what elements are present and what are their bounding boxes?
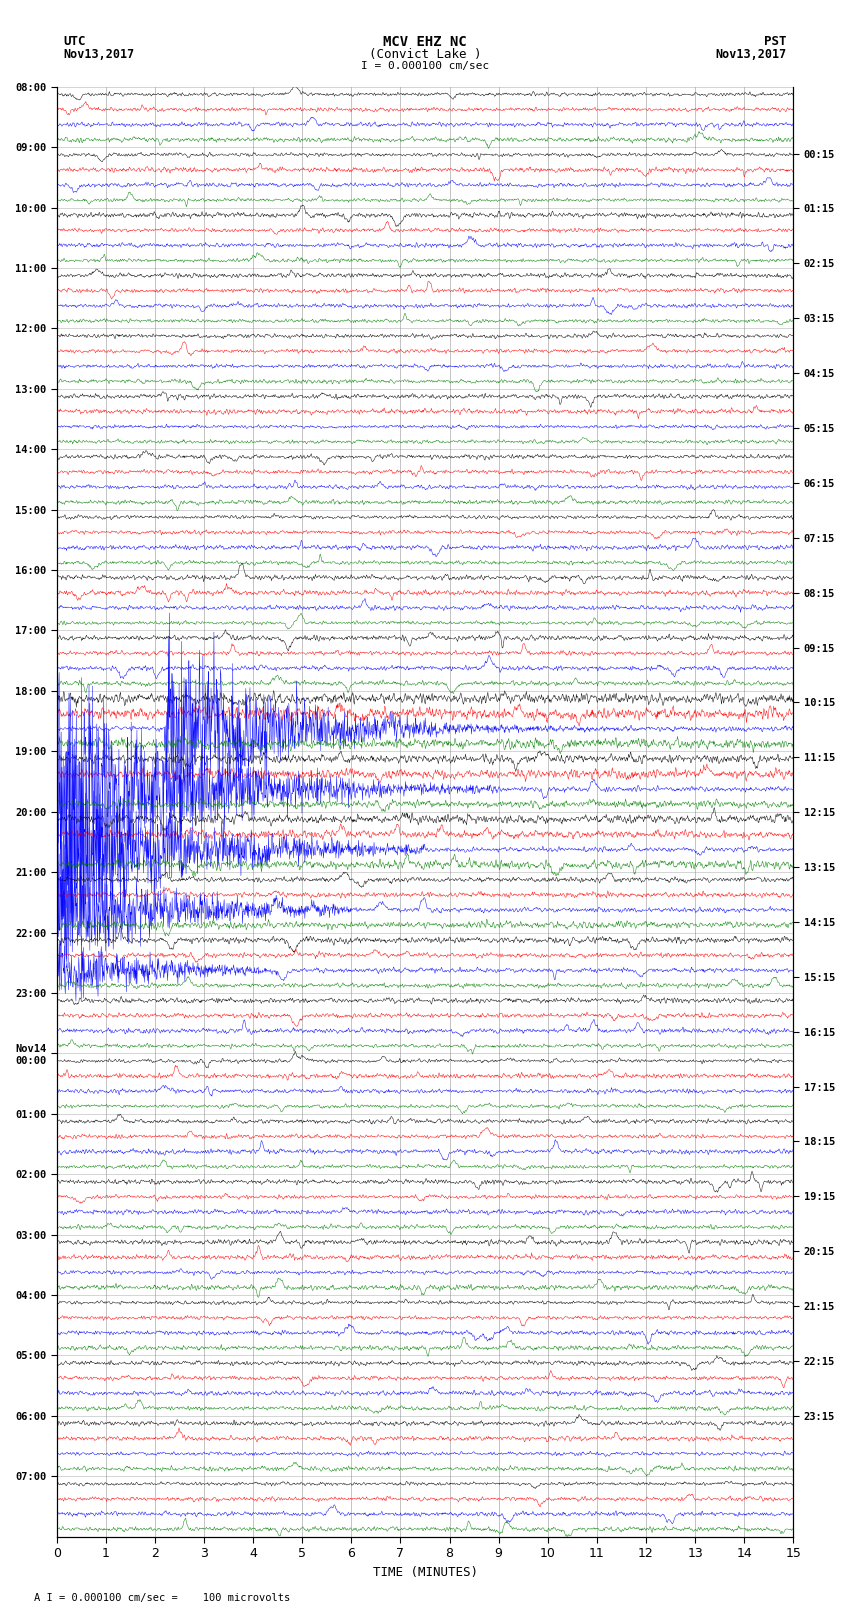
Text: Nov13,2017: Nov13,2017 xyxy=(715,48,786,61)
Text: Nov13,2017: Nov13,2017 xyxy=(64,48,135,61)
Text: UTC: UTC xyxy=(64,35,86,48)
Text: (Convict Lake ): (Convict Lake ) xyxy=(369,48,481,61)
Text: A I = 0.000100 cm/sec =    100 microvolts: A I = 0.000100 cm/sec = 100 microvolts xyxy=(34,1594,290,1603)
Text: MCV EHZ NC: MCV EHZ NC xyxy=(383,35,467,50)
X-axis label: TIME (MINUTES): TIME (MINUTES) xyxy=(372,1566,478,1579)
Text: PST: PST xyxy=(764,35,786,48)
Text: I = 0.000100 cm/sec: I = 0.000100 cm/sec xyxy=(361,61,489,71)
